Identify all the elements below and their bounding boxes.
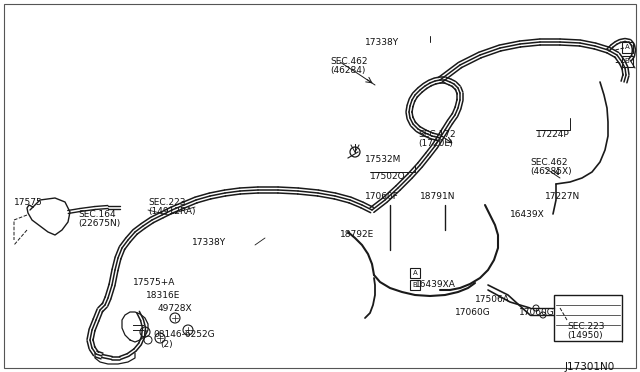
- Text: 17060G: 17060G: [455, 308, 491, 317]
- Text: B: B: [625, 58, 629, 64]
- Bar: [410, 280, 420, 290]
- Text: 17575+A: 17575+A: [133, 278, 175, 287]
- Bar: [554, 295, 622, 341]
- Text: 16439X: 16439X: [510, 210, 545, 219]
- Text: (14912RA): (14912RA): [148, 207, 195, 216]
- Text: 17060G: 17060G: [519, 308, 555, 317]
- Text: A: A: [625, 44, 629, 50]
- Text: SEC.223: SEC.223: [567, 322, 605, 331]
- Text: 16439XA: 16439XA: [415, 280, 456, 289]
- Text: (46284): (46284): [330, 66, 365, 75]
- Text: SEC.172: SEC.172: [418, 130, 456, 139]
- Text: (2): (2): [160, 340, 173, 349]
- Text: (46285X): (46285X): [530, 167, 572, 176]
- Text: 17338Y: 17338Y: [192, 238, 226, 247]
- Text: 17338Y: 17338Y: [365, 38, 399, 47]
- Bar: [410, 268, 420, 278]
- Text: 18792E: 18792E: [340, 230, 374, 239]
- Text: 17227N: 17227N: [545, 192, 580, 201]
- Text: (1720L): (1720L): [418, 139, 453, 148]
- Text: (14950): (14950): [567, 331, 603, 340]
- Text: 17060F: 17060F: [365, 192, 399, 201]
- Text: A: A: [413, 270, 417, 276]
- Text: B: B: [143, 330, 147, 334]
- Text: SEC.223: SEC.223: [148, 198, 186, 207]
- Text: J17301N0: J17301N0: [565, 362, 615, 372]
- Text: SEC.462: SEC.462: [330, 57, 367, 66]
- Text: 49728X: 49728X: [158, 304, 193, 313]
- Text: 17575: 17575: [14, 198, 43, 207]
- Text: SEC.164: SEC.164: [78, 210, 116, 219]
- Text: SEC.462: SEC.462: [530, 158, 568, 167]
- Text: 17224P: 17224P: [536, 130, 570, 139]
- Text: 08146-6252G: 08146-6252G: [153, 330, 214, 339]
- Text: (22675N): (22675N): [78, 219, 120, 228]
- Text: 17532M: 17532M: [365, 155, 401, 164]
- Text: 18791N: 18791N: [420, 192, 456, 201]
- Bar: [622, 56, 633, 67]
- Text: 17502Q: 17502Q: [370, 172, 406, 181]
- Bar: [622, 42, 633, 53]
- Text: 18316E: 18316E: [146, 291, 180, 300]
- Text: B: B: [413, 282, 417, 288]
- Text: 17506A: 17506A: [475, 295, 510, 304]
